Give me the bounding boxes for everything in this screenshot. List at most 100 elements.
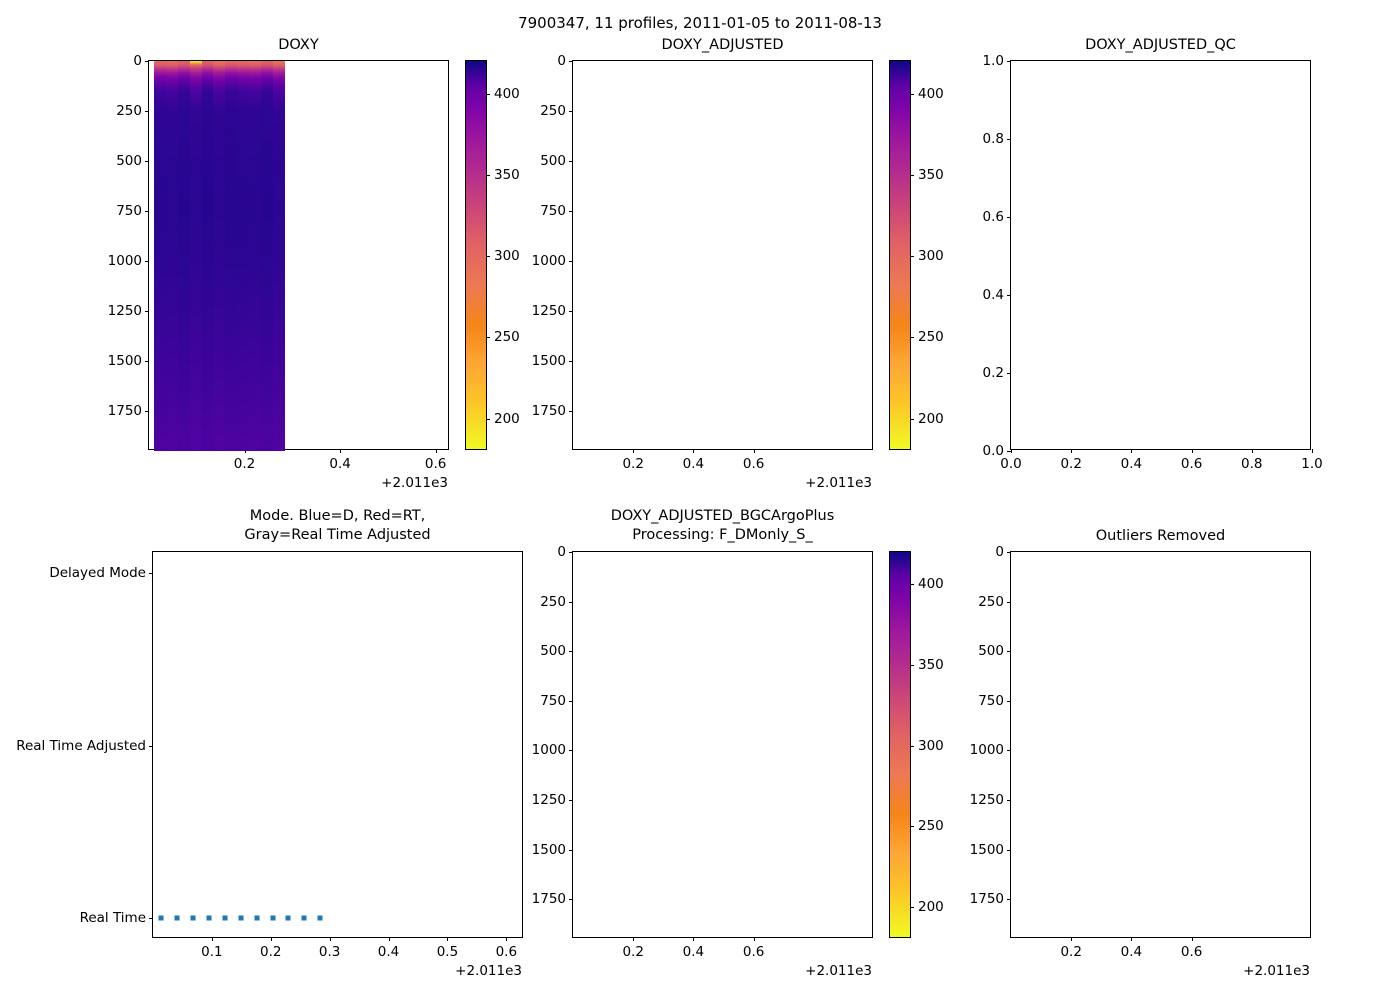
xtick-label-bottom-right-0: 0.2 — [1060, 944, 1082, 960]
heatmap-column — [177, 61, 190, 451]
colorbar-tick-mark-top-middle-4 — [910, 93, 914, 95]
colorbar-tick-label-top-middle-0: 200 — [918, 410, 944, 427]
colorbar-tick-mark-top-left-2 — [486, 256, 490, 257]
xtick-mark-bottom-middle-1 — [693, 937, 695, 941]
axes-bottom-left: Delayed Mode Real Time Adjusted Real Time 0… — [16, 551, 523, 979]
ytick-mark-bottom-middle-5 — [569, 800, 573, 802]
xtick-label-top-left-2: 0.6 — [424, 456, 447, 472]
ytick-label-top-left-5: 1250 — [107, 303, 142, 319]
colorbar-tick-mark-top-middle-2 — [910, 256, 914, 257]
ytick-label-bottom-middle-1: 250 — [540, 593, 566, 610]
xtick-mark-bottom-left-3 — [388, 937, 390, 941]
scatter-marker-0-6 — [254, 915, 260, 921]
panel-top-left: 0 250 500 750 1000 1250 1500 1750 0.2 0.4 0.6 +2.01… — [108, 37, 449, 491]
scatter-marker-0-4 — [222, 915, 228, 921]
scatter-marker-0-9 — [301, 915, 307, 921]
ytick-mark-top-middle-5 — [569, 311, 573, 312]
colorbar-tick-mark-bottom-middle-1 — [910, 826, 914, 828]
figure-suptitle: 7900347, 11 profiles, 2011-01-05 to 2011… — [518, 14, 882, 32]
heatmap-column — [201, 61, 214, 451]
xtick-label-bottom-left-0: 0.1 — [201, 944, 223, 960]
xtick-mark-top-middle-1 — [693, 449, 695, 453]
xtick-mark-bottom-middle-0 — [633, 937, 635, 941]
ytick-mark-top-left-2 — [145, 161, 149, 162]
xtick-mark-top-left-2 — [435, 449, 437, 453]
colorbar-tick-label-bottom-middle-0: 200 — [918, 898, 944, 915]
colorbar-tick-label-bottom-middle-3: 350 — [918, 656, 944, 673]
xtick-label-bottom-left-2: 0.3 — [318, 944, 341, 960]
ytick-label-top-left-6: 1500 — [107, 353, 142, 369]
colorbar-tick-label-top-left-0: 200 — [494, 410, 520, 427]
colorbar-tick-mark-bottom-middle-0 — [910, 906, 914, 908]
xtick-mark-top-right-2 — [1131, 449, 1133, 453]
ytick-mark-top-middle-4 — [569, 261, 573, 262]
ytick-label-top-right-4: 0.8 — [982, 131, 1004, 147]
ytick-mark-top-right-4 — [1007, 139, 1011, 140]
xtick-mark-bottom-left-2 — [329, 937, 331, 941]
axes-bottom-right: 0 250 500 750 1000 1250 1500 1750 0.2 0.4 0.6 +2.01… — [970, 544, 1311, 979]
ytick-mark-top-middle-0 — [569, 61, 573, 62]
colorbar-tick-label-top-left-1: 250 — [494, 329, 520, 346]
x-offset-text-bottom-right: +2.011e3 — [1243, 963, 1310, 979]
colorbar-tick-label-top-middle-1: 250 — [918, 329, 944, 346]
panel-top-right: 0.0 0.2 0.4 0.6 0.8 1.0 0.0 0.2 0.4 0.6 0.8 1.0 DOXY… — [983, 37, 1323, 472]
heatmap-column — [273, 61, 286, 451]
xtick-mark-top-left-0 — [244, 449, 246, 453]
xtick-label-top-right-0: 0.0 — [1000, 456, 1022, 472]
ytick-label-top-middle-0: 0 — [557, 53, 566, 69]
ytick-mark-bottom-middle-4 — [569, 750, 573, 752]
ytick-label-top-left-1: 250 — [116, 103, 142, 119]
colorbar-tick-mark-top-left-3 — [486, 174, 490, 176]
ytick-mark-top-right-5 — [1007, 61, 1011, 62]
colorbar-tick-mark-top-middle-0 — [910, 418, 914, 420]
xtick-label-top-left-1: 0.4 — [329, 456, 351, 472]
xtick-mark-bottom-right-0 — [1071, 937, 1073, 941]
ytick-mark-top-left-0 — [145, 61, 149, 62]
colorbar-tick-label-top-left-3: 350 — [494, 166, 520, 183]
colorbar-tick-mark-bottom-middle-2 — [910, 745, 914, 747]
xtick-label-top-middle-1: 0.4 — [682, 456, 705, 472]
colorbar-tick-mark-bottom-middle-4 — [910, 584, 914, 586]
scatter-marker-0-1 — [174, 915, 180, 921]
ytick-mark-top-right-0 — [1007, 451, 1011, 452]
xtick-label-bottom-left-4: 0.5 — [436, 944, 459, 960]
ytick-label-top-left-2: 500 — [116, 153, 142, 169]
panel-title-line-1: DOXY_ADJUSTED_BGCArgoPlus — [610, 508, 835, 524]
xtick-mark-top-right-4 — [1251, 449, 1253, 453]
xtick-mark-bottom-left-5 — [506, 937, 508, 941]
ytick-mark-bottom-right-7 — [1007, 899, 1011, 901]
xtick-mark-top-right-3 — [1191, 449, 1193, 453]
ytick-label-top-middle-2: 500 — [540, 153, 566, 169]
ytick-label-top-middle-1: 250 — [540, 103, 566, 119]
heatmap-column — [165, 61, 178, 451]
colorbar-tick-label-top-middle-3: 350 — [918, 166, 944, 183]
colorbar-tick-label-top-left-4: 400 — [494, 85, 520, 102]
ytick-label-bottom-middle-2: 500 — [540, 643, 566, 660]
ytick-mark-top-middle-2 — [569, 161, 573, 162]
ytick-label-top-middle-4: 1000 — [531, 253, 566, 269]
panel-bottom-middle: 0 250 500 750 1000 1250 1500 1750 0.2 0.4 0.6 +2.01… — [532, 508, 873, 979]
ytick-label-top-left-0: 0 — [133, 53, 142, 69]
ytick-label-top-middle-7: 1750 — [531, 403, 566, 419]
ytick-label-top-left-3: 750 — [116, 203, 142, 219]
ytick-mark-top-left-7 — [145, 411, 149, 412]
scatter-marker-0-10 — [317, 915, 323, 921]
ytick-mark-top-middle-3 — [569, 211, 573, 212]
xtick-label-top-right-2: 0.4 — [1120, 456, 1143, 472]
colorbar-tick-mark-top-left-1 — [486, 337, 490, 339]
ytick-mark-top-right-3 — [1007, 217, 1011, 218]
panel-title-top-right: DOXY_ADJUSTED_QC — [1085, 37, 1236, 53]
xtick-label-bottom-right-1: 0.4 — [1120, 944, 1143, 960]
heatmap-column — [237, 61, 250, 451]
ytick-mark-bottom-right-2 — [1007, 651, 1011, 653]
xtick-label-top-right-5: 1.0 — [1301, 456, 1323, 472]
colorbar-tick-label-bottom-middle-2: 300 — [918, 737, 944, 754]
colorbar-tick-label-bottom-middle-4: 400 — [918, 576, 944, 593]
ytick-mark-bottom-right-4 — [1007, 750, 1011, 752]
ytick-label-bottom-middle-0: 0 — [557, 544, 566, 560]
x-offset-text-bottom-middle: +2.011e3 — [805, 963, 872, 979]
ytick-label-bottom-right-3: 750 — [978, 692, 1004, 709]
xtick-label-bottom-left-3: 0.4 — [377, 944, 400, 960]
axes-top-left: 0 250 500 750 1000 1250 1500 1750 0.2 0.4 0.6 +2.01… — [108, 53, 449, 491]
